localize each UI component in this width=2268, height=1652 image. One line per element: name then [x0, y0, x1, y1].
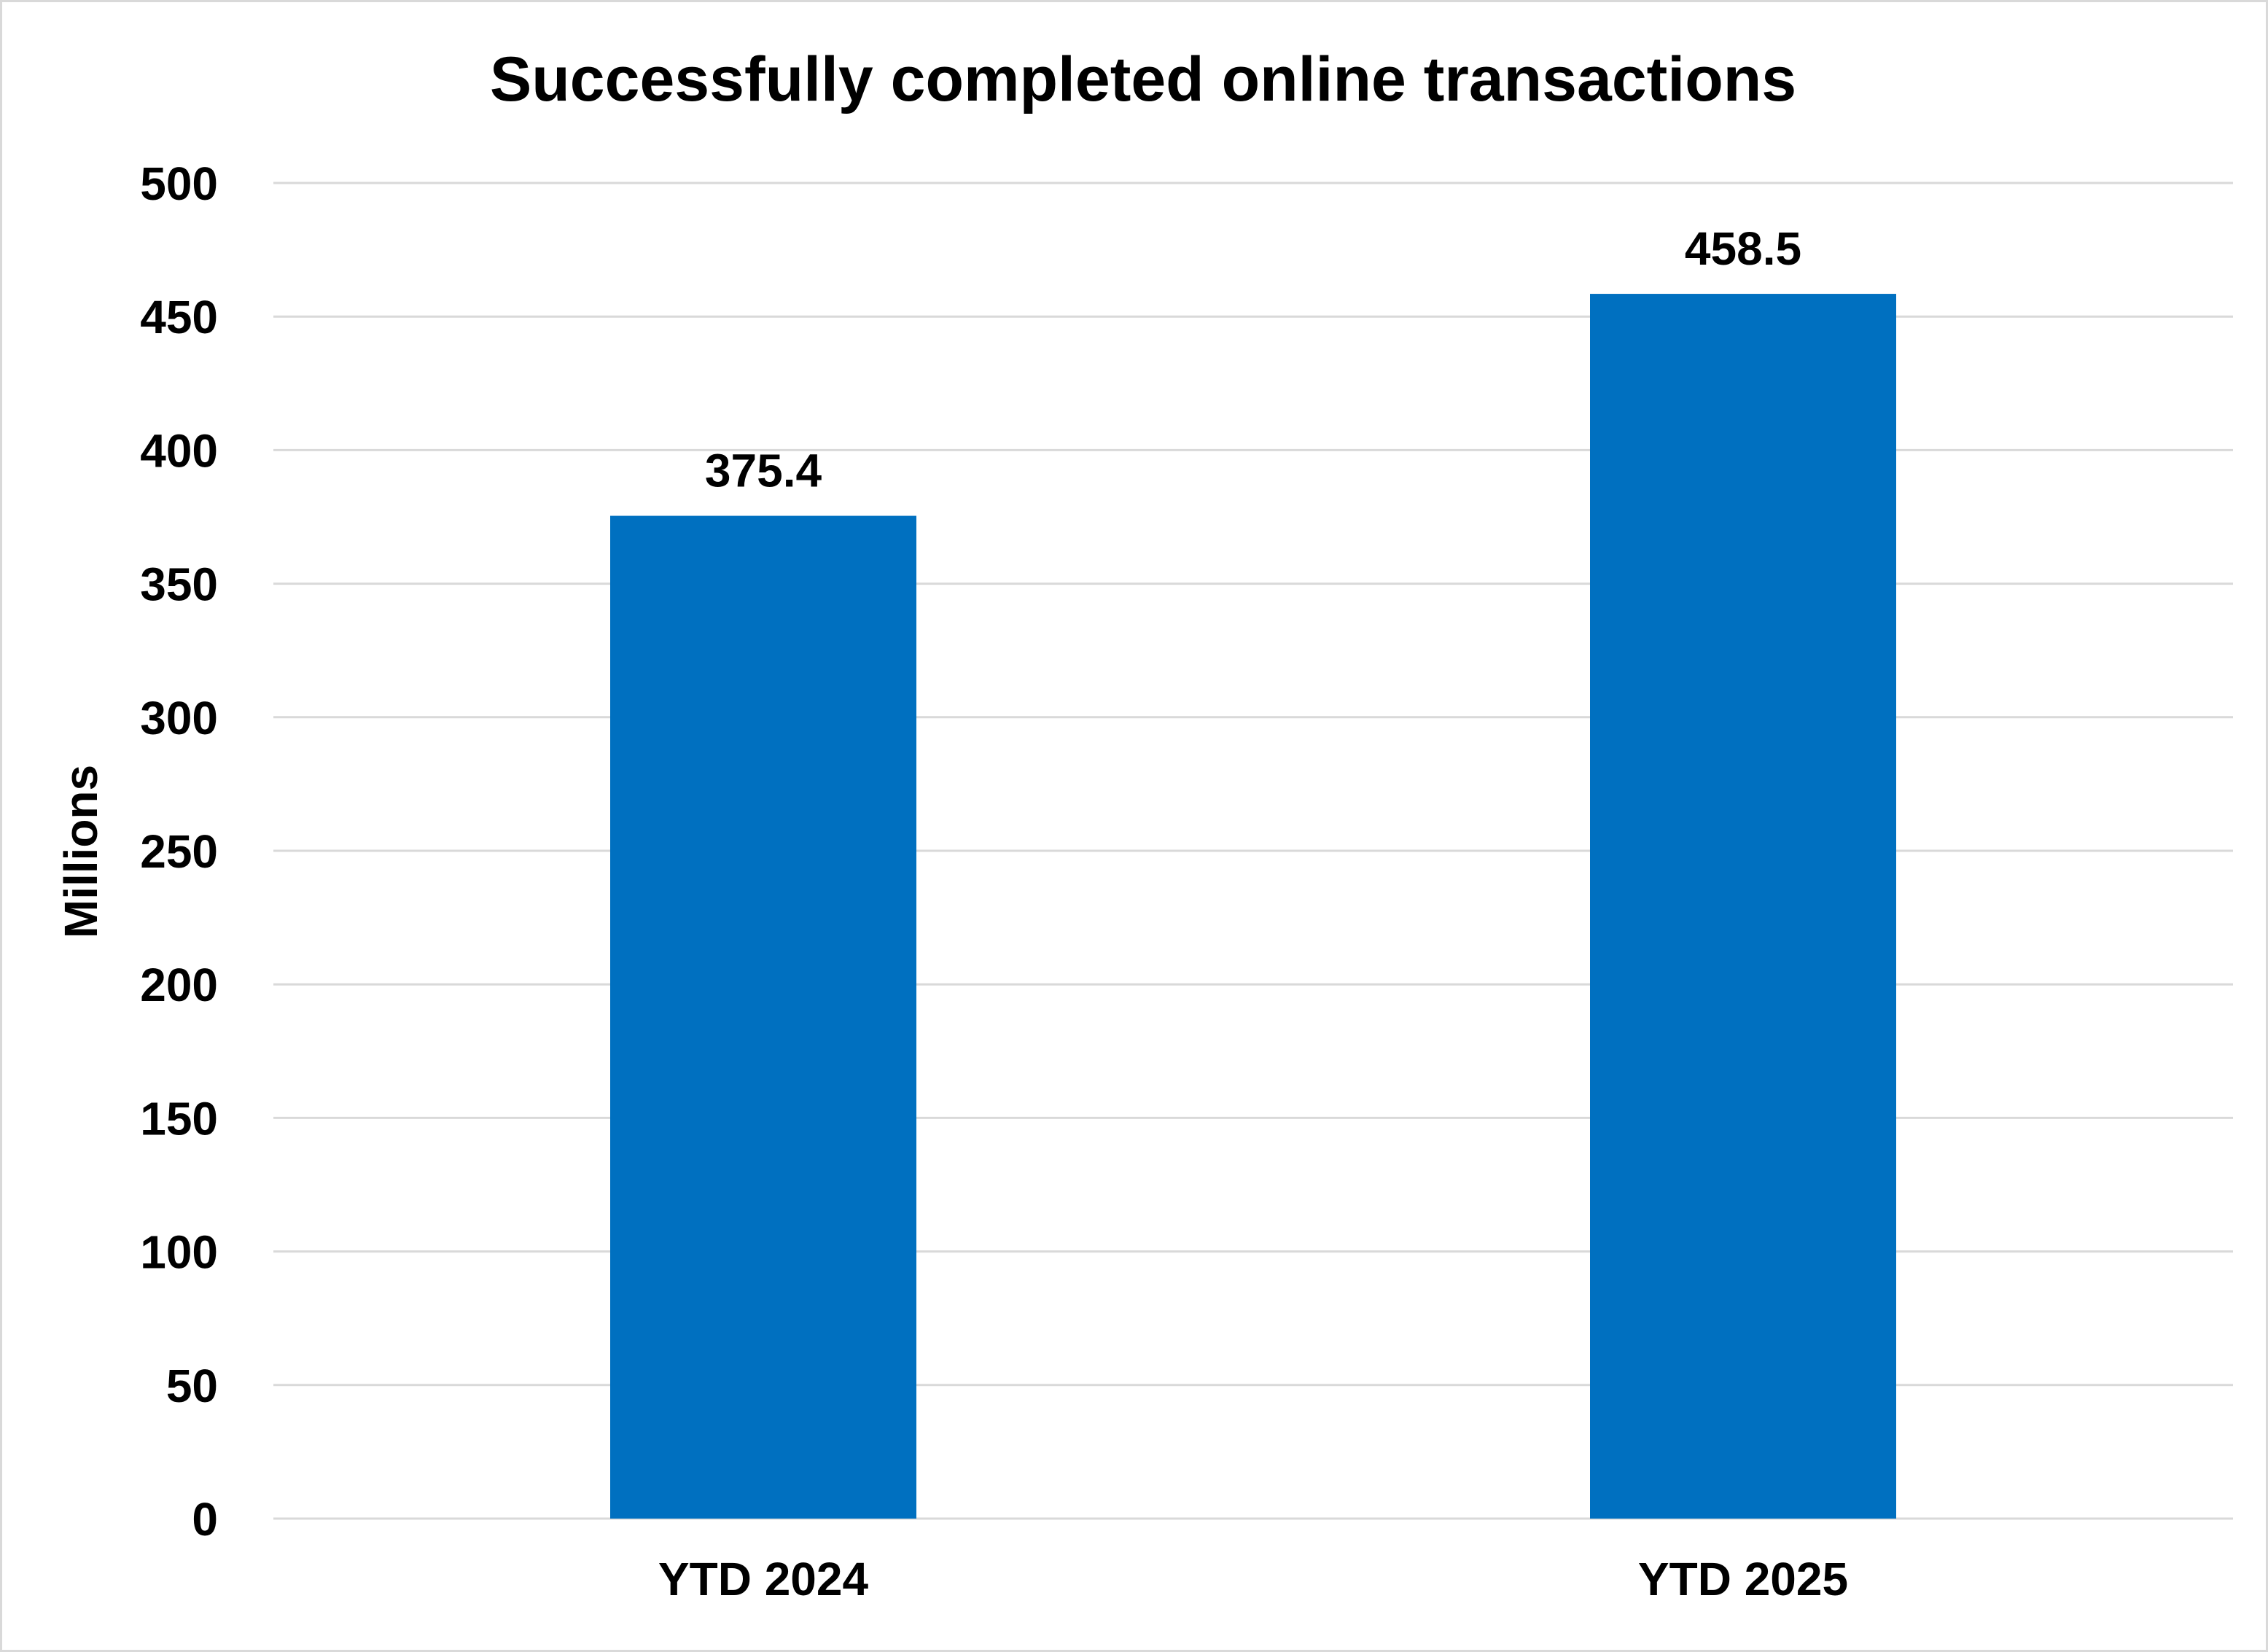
y-tick-label-450: 450 — [140, 291, 218, 343]
x-axis-ticks: YTD 2024 YTD 2025 — [658, 1553, 1848, 1605]
y-tick-label-350: 350 — [140, 558, 218, 611]
y-tick-label-300: 300 — [140, 692, 218, 744]
bar-1 — [610, 515, 916, 1519]
y-tick-label-200: 200 — [140, 959, 218, 1011]
y-axis-label: Millions — [55, 765, 107, 938]
y-tick-label-150: 150 — [140, 1092, 218, 1145]
gridlines — [273, 182, 2233, 1520]
y-tick-label-500: 500 — [140, 157, 218, 210]
y-tick-label-50: 50 — [166, 1360, 218, 1412]
y-tick-label-250: 250 — [140, 825, 218, 878]
y-tick-label-400: 400 — [140, 424, 218, 477]
y-tick-label-0: 0 — [192, 1493, 218, 1546]
bar-2 — [1590, 294, 1896, 1519]
data-label-1: 375.4 — [705, 445, 822, 497]
x-tick-label-2: YTD 2025 — [1638, 1553, 1848, 1605]
x-tick-label-1: YTD 2024 — [658, 1553, 869, 1605]
data-label-2: 458.5 — [1685, 222, 1801, 275]
y-tick-label-100: 100 — [140, 1226, 218, 1279]
y-axis-ticks: 0 50 100 150 200 250 300 350 400 450 500 — [140, 157, 218, 1546]
chart-title: Successfully completed online transactio… — [490, 44, 1796, 114]
bars: 375.4 458.5 — [610, 222, 1896, 1519]
